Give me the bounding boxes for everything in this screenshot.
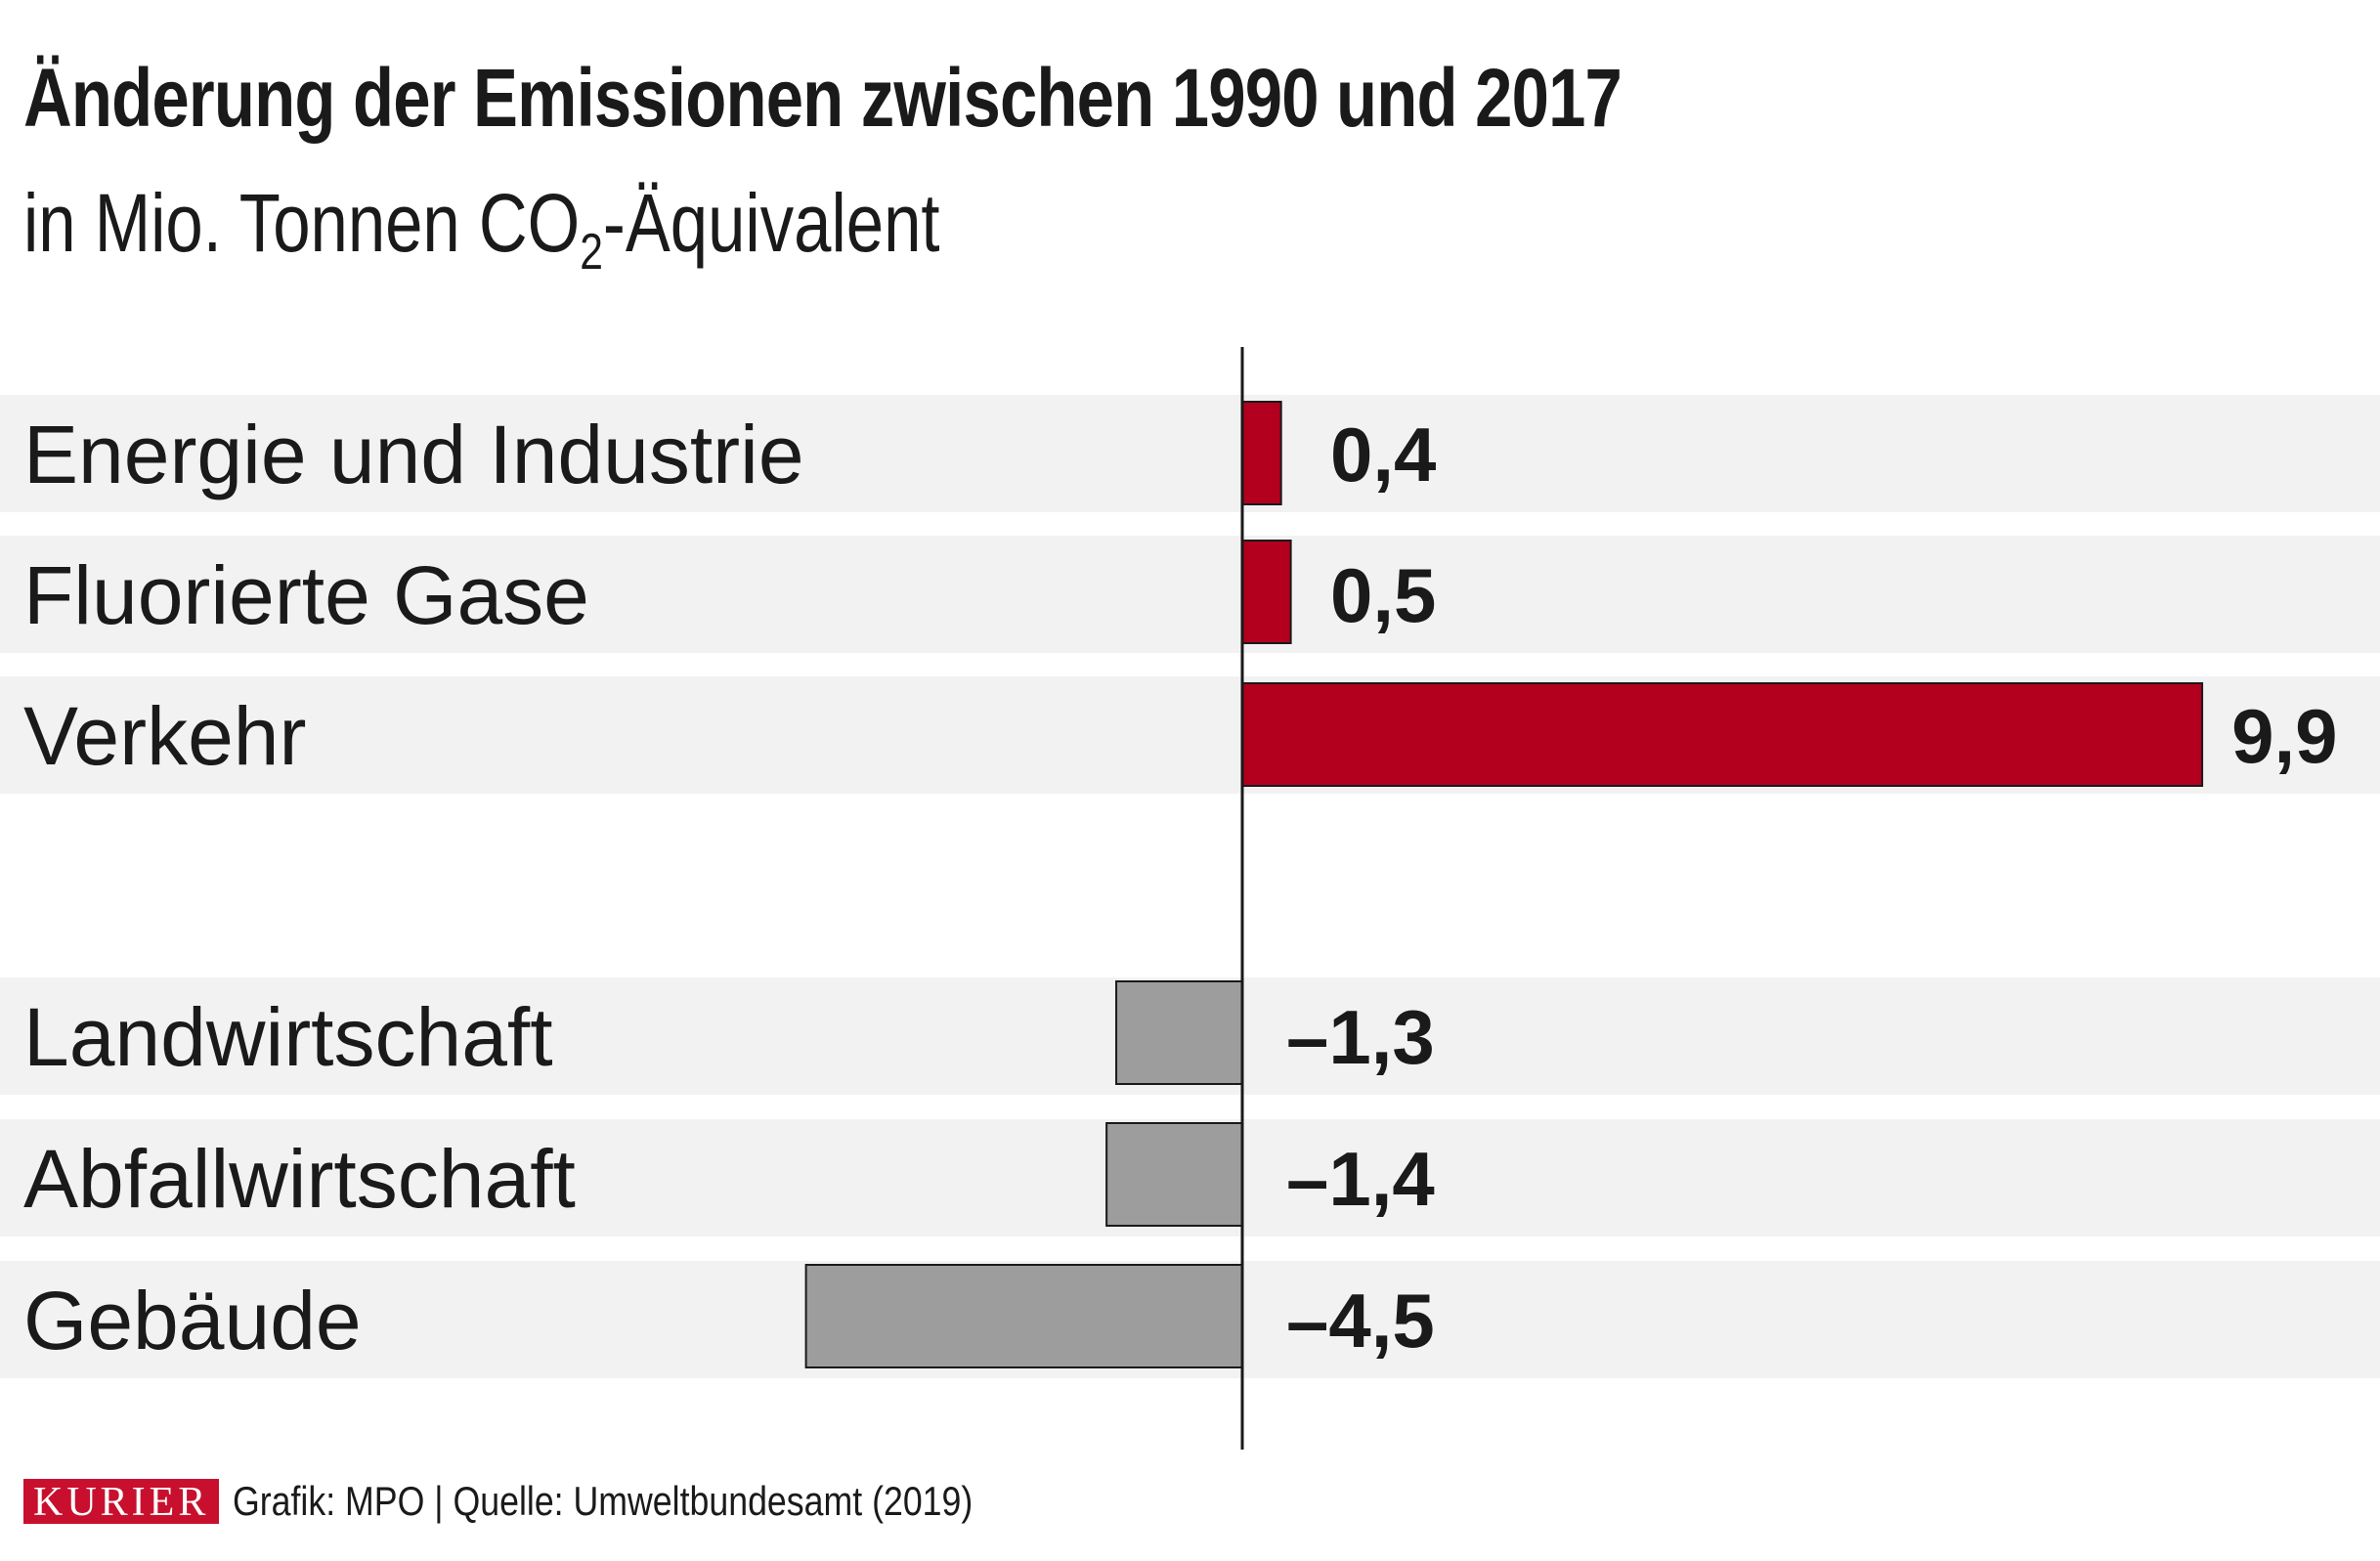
subtitle-text: in Mio. Tonnen CO — [23, 177, 581, 269]
bar — [1105, 1122, 1243, 1227]
subtitle-subscript: 2 — [580, 224, 603, 281]
row-background — [0, 395, 2380, 512]
value-label: 0,5 — [1330, 552, 1436, 638]
bar — [804, 1264, 1243, 1368]
value-label: 0,4 — [1330, 412, 1436, 498]
value-label: –1,3 — [1286, 994, 1435, 1080]
bar — [1241, 682, 2204, 787]
bar — [1115, 980, 1244, 1085]
subtitle-suffix: -Äquivalent — [602, 177, 940, 269]
footer: KURIER Grafik: MPO | Quelle: Umweltbunde… — [23, 1478, 1103, 1525]
bars — [804, 401, 2204, 1368]
category-label: Fluorierte Gase — [23, 549, 589, 641]
row-backgrounds — [0, 395, 2380, 1378]
kurier-logo: KURIER — [23, 1479, 220, 1525]
row-background — [0, 536, 2380, 653]
source-credit: Grafik: MPO | Quelle: Umweltbundesamt (2… — [233, 1478, 974, 1524]
bar — [1241, 401, 1282, 505]
category-label: Verkehr — [23, 690, 307, 782]
category-label: Landwirtschaft — [23, 991, 553, 1083]
category-label: Energie und Industrie — [23, 409, 804, 500]
category-label: Gebäude — [23, 1275, 362, 1366]
value-label: –4,5 — [1286, 1278, 1435, 1364]
chart-title: Änderung der Emissionen zwischen 1990 un… — [23, 52, 1623, 144]
value-label: –1,4 — [1286, 1136, 1435, 1222]
category-labels: Energie und Industrie Fluorierte Gase Verk… — [23, 409, 804, 1366]
value-labels: 0,4 0,5 9,9 –1,3 –1,4 –4,5 — [1286, 412, 2338, 1364]
value-label: 9,9 — [2231, 693, 2337, 779]
bar — [1241, 540, 1292, 644]
chart-subtitle: in Mio. Tonnen CO2-Äquivalent — [23, 176, 940, 282]
category-label: Abfallwirtschaft — [23, 1133, 576, 1225]
